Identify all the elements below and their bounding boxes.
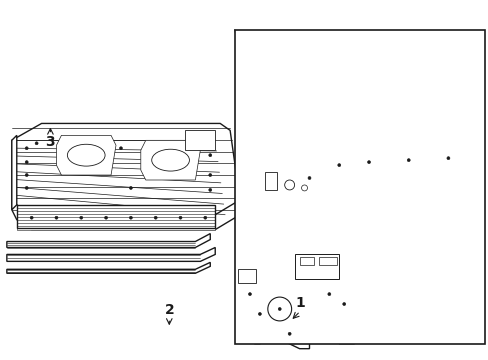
Circle shape [25,174,28,176]
Polygon shape [17,225,215,230]
Bar [299,257,314,265]
Text: 3: 3 [45,135,55,149]
Circle shape [342,302,345,306]
Circle shape [367,161,370,164]
Ellipse shape [67,144,105,166]
Bar [185,130,215,150]
Polygon shape [12,135,17,210]
Circle shape [327,293,330,296]
Polygon shape [238,247,254,271]
Bar [319,257,337,265]
Circle shape [446,157,449,159]
Polygon shape [259,148,472,247]
Circle shape [119,147,122,150]
Bar [264,172,276,190]
Bar [238,269,255,283]
Polygon shape [17,215,215,220]
Circle shape [307,176,310,180]
Circle shape [208,174,211,176]
Ellipse shape [151,149,189,171]
Circle shape [25,147,28,150]
Polygon shape [17,220,215,225]
Polygon shape [12,178,240,230]
Circle shape [25,161,28,164]
Circle shape [208,188,211,192]
Polygon shape [7,247,215,261]
Circle shape [80,216,82,219]
Circle shape [407,159,409,162]
Circle shape [258,312,261,315]
Polygon shape [7,234,210,247]
Text: 1: 1 [295,296,305,310]
Circle shape [35,142,38,145]
Circle shape [129,186,132,189]
Circle shape [208,154,211,157]
Circle shape [203,216,206,219]
Circle shape [55,216,58,219]
Polygon shape [12,123,240,215]
Circle shape [287,332,290,335]
Circle shape [129,216,132,219]
Circle shape [25,186,28,189]
Bar [294,255,339,279]
Circle shape [104,216,107,219]
Bar [234,30,484,344]
Circle shape [154,216,157,219]
Circle shape [337,164,340,167]
Circle shape [278,307,281,310]
Polygon shape [7,262,210,273]
Polygon shape [17,205,215,228]
Polygon shape [56,135,116,175]
Circle shape [248,293,251,296]
Circle shape [30,216,33,219]
Circle shape [179,216,182,219]
Text: 2: 2 [164,303,174,318]
Polygon shape [238,235,358,349]
Polygon shape [141,140,200,180]
